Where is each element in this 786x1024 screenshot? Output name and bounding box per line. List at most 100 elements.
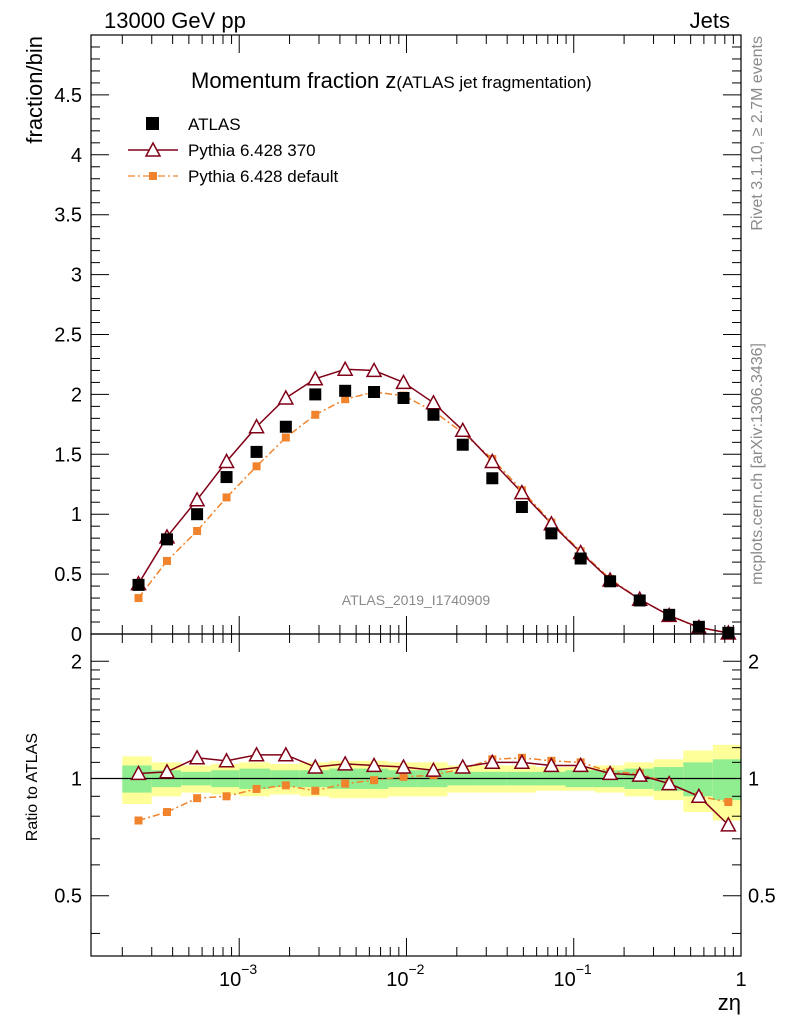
pythia-370-ratio-point: [248, 746, 265, 762]
pythia-370-ratio-point: [158, 763, 176, 779]
x-tick-label: 10: [386, 969, 408, 991]
header-process: Jets: [690, 8, 730, 33]
pythia-370-ratio-point: [307, 758, 324, 774]
pythia-370-point: [484, 452, 501, 469]
atlas-point: [250, 445, 263, 458]
chart-title: Momentum fraction z(ATLAS jet fragmentat…: [191, 68, 592, 93]
pythia-default-ratio-point: [281, 781, 290, 790]
pythia-370-point: [365, 361, 383, 378]
pythia-default-point: [281, 433, 290, 442]
y-tick-label: 3: [71, 265, 82, 287]
atlas-point: [633, 594, 646, 607]
legend-label-pythia-370: Pythia 6.428 370: [188, 141, 316, 160]
x-tick-label: 10: [553, 969, 575, 991]
pythia-default-ratio-point: [222, 792, 231, 801]
pythia-370-ratio-point: [188, 749, 206, 765]
pythia-default-ratio-point: [134, 816, 143, 825]
pythia-370-ratio-point: [513, 753, 531, 770]
atlas-point: [692, 620, 705, 633]
y-tick-label: 0.5: [54, 564, 82, 586]
pythia-370-point: [425, 394, 442, 410]
atlas-point: [456, 438, 469, 451]
pythia-370-ratio-point: [130, 764, 147, 781]
ratio-y-tick-label-right: 0.5: [748, 886, 776, 908]
pythia-370-point: [307, 370, 324, 386]
pythia-default-ratio-point: [399, 772, 408, 781]
pythia-default-point: [341, 395, 350, 404]
atlas-point: [574, 552, 587, 565]
y-tick-label: 4.5: [54, 85, 82, 107]
x-tick-label: 10: [219, 969, 241, 991]
header-energy: 13000 GeV pp: [104, 8, 246, 33]
pythia-default-ratio-point: [341, 779, 350, 788]
atlas-point: [279, 420, 292, 433]
atlas-point: [309, 388, 322, 401]
y-tick-label: 0: [71, 624, 82, 646]
atlas-point: [339, 384, 352, 397]
legend: ATLAS Pythia 6.428 370 Pythia 6.428 defa…: [128, 115, 339, 186]
mcplots-label: mcplots.cern.ch [arXiv:1306.3436]: [749, 343, 766, 585]
x-tick-label-base: 10: [553, 969, 575, 991]
pythia-370-ratio-point: [277, 746, 295, 762]
axis-ticks: [91, 35, 742, 956]
ratio-y-tick-label: 2: [71, 651, 82, 673]
ratio-y-tick-label: 1: [71, 768, 82, 790]
pythia-370-ratio-point: [484, 753, 501, 770]
y-tick-label: 1.5: [54, 444, 82, 466]
ratio-uncertainty-bands: [122, 744, 741, 821]
pythia-default-point: [311, 410, 320, 419]
rivet-label: Rivet 3.1.10, ≥ 2.7M events: [749, 36, 766, 231]
ratio-y-tick-label-right: 1: [748, 768, 759, 790]
pythia-default-ratio-point: [252, 784, 261, 793]
pythia-370-ratio-point: [395, 758, 412, 774]
chart-title-main: Momentum fraction z: [191, 68, 396, 93]
atlas-point: [397, 391, 410, 404]
chart-title-sub: (ATLAS jet fragmentation): [396, 73, 591, 92]
y-axis-title: fraction/bin: [22, 36, 47, 144]
pythia-370-point: [218, 452, 235, 469]
pythia-default-point: [252, 462, 261, 471]
pythia-370-ratio-point: [425, 761, 442, 777]
atlas-point: [368, 386, 381, 399]
atlas-point: [486, 472, 499, 485]
ratio-y-tick-label-right: 2: [748, 651, 759, 673]
pythia-370-point: [188, 491, 206, 507]
atlas-point: [220, 471, 233, 484]
legend-label-atlas: ATLAS: [188, 115, 241, 134]
legend-marker-pythia-370: [144, 141, 162, 157]
y-tick-label: 2: [71, 384, 82, 406]
y-tick-label: 3.5: [54, 205, 82, 227]
y-tick-label: 2.5: [54, 325, 82, 347]
pythia-370-ratio-point: [572, 756, 589, 773]
pythia-370-point: [513, 484, 531, 500]
x-tick-label-exponent: −1: [576, 961, 592, 977]
y-tick-label: 4: [71, 145, 82, 167]
pythia-370-point: [454, 421, 472, 438]
atlas-point: [515, 501, 528, 514]
atlas-point: [427, 408, 440, 421]
pythia-default-ratio-point: [370, 776, 379, 785]
analysis-label: ATLAS_2019_I1740909: [342, 592, 491, 608]
tick-labels: 00.511.522.533.544.50.5 0.51 12 210 −3 10 −2 10…: [54, 85, 776, 991]
atlas-point: [663, 608, 676, 621]
ratio-panel-frame: [90, 633, 742, 957]
atlas-point: [160, 533, 173, 546]
atlas-point: [722, 626, 735, 639]
x-axis-title: zη: [718, 990, 741, 1015]
atlas-point: [132, 578, 145, 591]
legend-label-pythia-default: Pythia 6.428 default: [188, 167, 339, 186]
pythia-370-ratio-point: [336, 755, 354, 771]
pythia-370-ratio-point: [601, 764, 619, 781]
pythia-default-ratio-point: [193, 794, 202, 803]
pythia-370-ratio-point: [543, 756, 560, 773]
pythia-default-ratio-point: [311, 786, 320, 795]
atlas-point: [604, 575, 617, 588]
pythia-370-ratio-point: [690, 787, 708, 803]
pythia-370-ratio-point: [660, 775, 678, 791]
pythia-default-point: [193, 526, 202, 535]
legend-marker-pythia-default: [149, 172, 157, 180]
pythia-370-ratio-point: [720, 816, 737, 832]
pythia-370-ratio-point: [454, 758, 472, 774]
x-tick-label-exponent: −3: [241, 961, 257, 977]
pythia-370-point: [277, 389, 295, 405]
